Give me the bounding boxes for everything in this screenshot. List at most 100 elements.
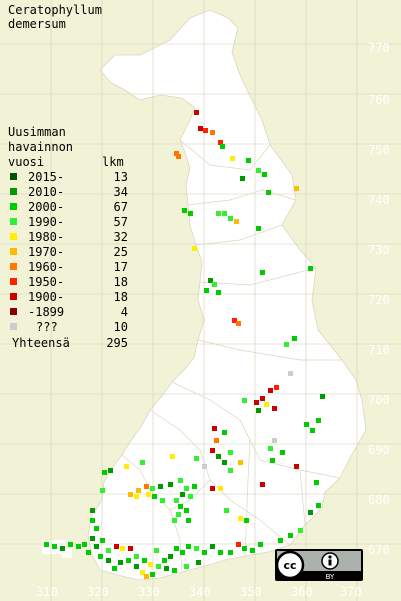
legend-row: 1900- 18 — [10, 290, 128, 304]
observation-square — [244, 518, 249, 523]
observation-square — [280, 450, 285, 455]
observation-square — [212, 282, 217, 287]
x-label: 350 — [240, 585, 262, 599]
observation-square — [134, 494, 139, 499]
observation-square — [176, 512, 181, 517]
legend-count: 25 — [114, 245, 128, 259]
observation-square — [168, 482, 173, 487]
observation-square — [228, 216, 233, 221]
legend-count: 13 — [114, 170, 128, 184]
observation-square — [208, 278, 213, 283]
legend-row: 2010- 34 — [10, 185, 128, 199]
observation-square — [250, 548, 255, 553]
observation-square — [236, 321, 241, 326]
observation-square — [94, 544, 99, 549]
observation-square — [164, 566, 169, 571]
legend-heading-line2: havainnon — [8, 140, 73, 154]
legend-total-count: 295 — [106, 336, 128, 350]
observation-square — [162, 558, 167, 563]
observation-square — [314, 480, 319, 485]
observation-square — [156, 564, 161, 569]
observation-square — [172, 568, 177, 573]
observation-square — [90, 508, 95, 513]
observation-square — [176, 154, 181, 159]
observation-square — [260, 396, 265, 401]
cc-icon-label: cc — [283, 559, 296, 572]
cc-by-license-badge[interactable]: cc BY — [275, 549, 363, 581]
y-label: 690 — [368, 443, 390, 457]
observation-square — [100, 538, 105, 543]
y-label: 670 — [368, 543, 390, 557]
y-label: 760 — [368, 93, 390, 107]
legend-swatch — [10, 173, 17, 180]
observation-square — [52, 544, 57, 549]
observation-square — [308, 266, 313, 271]
legend-row: 1960- 17 — [10, 260, 128, 274]
legend-swatch — [10, 263, 17, 270]
observation-square — [108, 468, 113, 473]
observation-square — [158, 484, 163, 489]
attribution-icon-body — [328, 559, 332, 566]
observation-square — [128, 492, 133, 497]
observation-square — [112, 566, 117, 571]
cc-icon — [275, 550, 305, 580]
observation-square — [90, 536, 95, 541]
observation-square — [174, 498, 179, 503]
species-name-line2: demersum — [8, 17, 66, 31]
observation-square — [270, 458, 275, 463]
observation-square — [174, 546, 179, 551]
observation-square — [204, 288, 209, 293]
observation-square — [256, 408, 261, 413]
observation-square — [168, 554, 173, 559]
observation-square — [142, 558, 147, 563]
observation-square — [214, 438, 219, 443]
legend-swatch — [10, 248, 17, 255]
observation-square — [60, 546, 65, 551]
legend-label: 2000- — [28, 200, 64, 214]
legend-count: 67 — [114, 200, 128, 214]
legend: Uusimman havainnon vuosi lkm 2015- 13 20… — [8, 125, 128, 350]
legend-swatch — [10, 323, 17, 330]
observation-square — [68, 542, 73, 547]
observation-square — [188, 211, 193, 216]
legend-row: 1980- 32 — [10, 230, 128, 244]
observation-square — [184, 486, 189, 491]
observation-square — [262, 172, 267, 177]
observation-square — [194, 456, 199, 461]
observation-square — [172, 518, 177, 523]
observation-square — [316, 418, 321, 423]
observation-square — [320, 394, 325, 399]
observation-square — [86, 550, 91, 555]
y-label: 720 — [368, 293, 390, 307]
region-boundaries — [121, 139, 342, 573]
observation-square — [294, 464, 299, 469]
observation-square — [202, 464, 207, 469]
observation-square — [134, 554, 139, 559]
observation-square — [192, 484, 197, 489]
legend-heading-line1: Uusimman — [8, 125, 66, 139]
legend-swatch — [10, 293, 17, 300]
observation-square — [228, 550, 233, 555]
observation-square — [254, 400, 259, 405]
legend-label: 2010- — [28, 185, 64, 199]
y-label: 700 — [368, 393, 390, 407]
observation-square — [100, 488, 105, 493]
observation-square — [288, 371, 293, 376]
observation-square — [224, 508, 229, 513]
x-label: 360 — [291, 585, 313, 599]
legend-heading-line3: vuosi — [8, 155, 44, 169]
legend-label: 1970- — [28, 245, 64, 259]
y-label: 740 — [368, 193, 390, 207]
observation-square — [146, 492, 151, 497]
observation-square — [310, 428, 315, 433]
observation-square — [134, 564, 139, 569]
observation-square — [260, 482, 265, 487]
y-axis-labels: 770 760 750 740 730 720 710 700 690 680 … — [368, 41, 390, 557]
observation-square — [268, 446, 273, 451]
observation-square — [152, 494, 157, 499]
observation-square — [222, 460, 227, 465]
observation-square — [150, 572, 155, 577]
observation-square — [124, 464, 129, 469]
observation-square — [278, 538, 283, 543]
